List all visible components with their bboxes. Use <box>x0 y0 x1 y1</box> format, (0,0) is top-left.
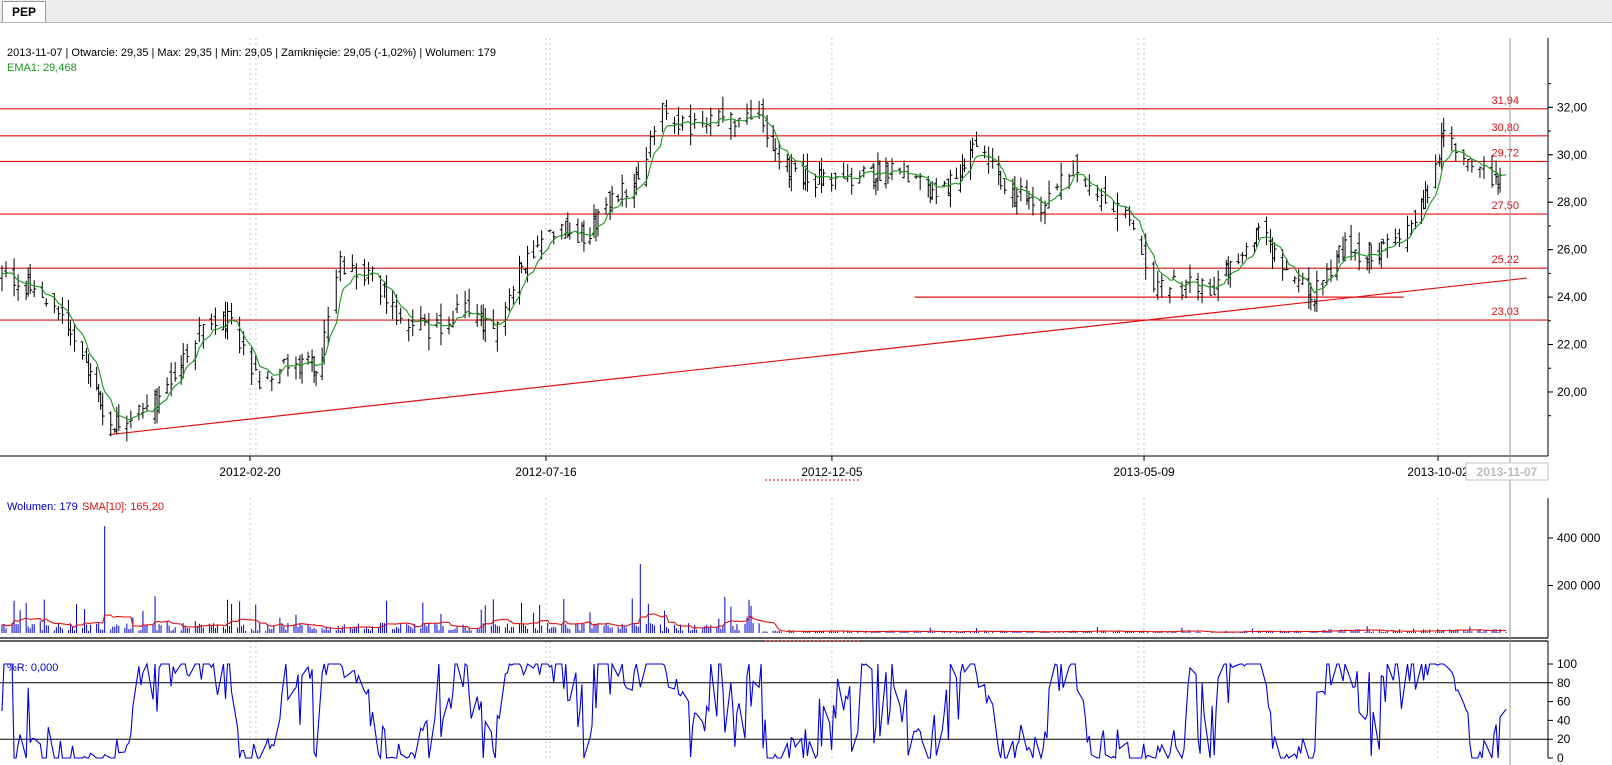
cursor-date-label: 2013-11-07 <box>1477 465 1538 479</box>
tab-pep[interactable]: PEP <box>2 1 47 22</box>
level-label: 30,80 <box>1491 122 1519 134</box>
wr-tick-label: 40 <box>1557 713 1571 727</box>
ohlc-info-text: 2013-11-07 | Otwarcie: 29,35 | Max: 29,3… <box>7 47 496 59</box>
level-label: 23,03 <box>1491 306 1519 318</box>
price-tick-label: 20,00 <box>1557 385 1587 399</box>
price-tick-label: 26,00 <box>1557 243 1587 257</box>
wr-tick-label: 100 <box>1557 657 1577 671</box>
date-tick-label: 2013-10-02 <box>1407 465 1469 479</box>
level-label: 25,22 <box>1491 254 1519 266</box>
date-tick-label: 2012-12-05 <box>801 465 863 479</box>
volume-tick-label: 200 000 <box>1557 579 1601 593</box>
ema-line <box>1 113 1507 421</box>
level-label: 29,72 <box>1491 147 1519 159</box>
volume-bars <box>1 526 1507 633</box>
wr-tick-label: 20 <box>1557 732 1571 746</box>
date-tick-label: 2013-05-09 <box>1113 465 1175 479</box>
volume-y-axis-ticks: 200 000 400 000 <box>1548 531 1601 593</box>
price-y-axis-ticks: 20,00 22,00 24,00 26,00 28,00 30,00 32,00 <box>1548 83 1587 417</box>
support-resistance-levels: 31,94 30,80 29,72 27,50 25,22 23,03 <box>0 95 1548 321</box>
price-tick-label: 28,00 <box>1557 195 1587 209</box>
ohlc-bars <box>0 96 1503 442</box>
date-tick-label: 2012-07-16 <box>515 465 577 479</box>
ema-info-label: EMA1: 29,468 <box>7 62 77 74</box>
volume-tick-label: 400 000 <box>1557 531 1601 545</box>
price-tick-label: 24,00 <box>1557 290 1587 304</box>
wr-y-axis-ticks: 0 20 40 60 80 100 <box>1548 657 1577 765</box>
tab-bar: PEP <box>0 0 1612 23</box>
wr-tick-label: 60 <box>1557 695 1571 709</box>
grid-lines <box>249 38 1439 758</box>
wr-tick-label: 0 <box>1557 751 1564 765</box>
sma-info-label: SMA[10]: 165,20 <box>82 501 164 513</box>
volume-info-label: Wolumen: 179 <box>7 501 78 513</box>
wr-tick-label: 80 <box>1557 676 1571 690</box>
price-tick-label: 22,00 <box>1557 338 1587 352</box>
level-label: 31,94 <box>1491 95 1519 107</box>
sma-line <box>1 613 1507 633</box>
date-x-axis-ticks: 2012-02-20 2012-07-16 2012-12-05 2013-05-09… <box>219 456 1469 479</box>
level-label: 27,50 <box>1491 200 1519 212</box>
wr-reference-lines <box>0 682 1548 740</box>
price-tick-label: 32,00 <box>1557 100 1587 114</box>
cursor-date-box <box>1465 462 1549 481</box>
wr-info-label: %R: 0,000 <box>7 662 58 674</box>
price-tick-label: 30,00 <box>1557 148 1587 162</box>
trendline <box>108 277 1527 436</box>
date-tick-label: 2012-02-20 <box>219 465 281 479</box>
stock-chart[interactable]: 20,00 22,00 24,00 26,00 28,00 30,00 32,00 2012… <box>0 22 1612 765</box>
trend-drawings <box>108 277 1527 436</box>
wr-line <box>1 661 1507 761</box>
